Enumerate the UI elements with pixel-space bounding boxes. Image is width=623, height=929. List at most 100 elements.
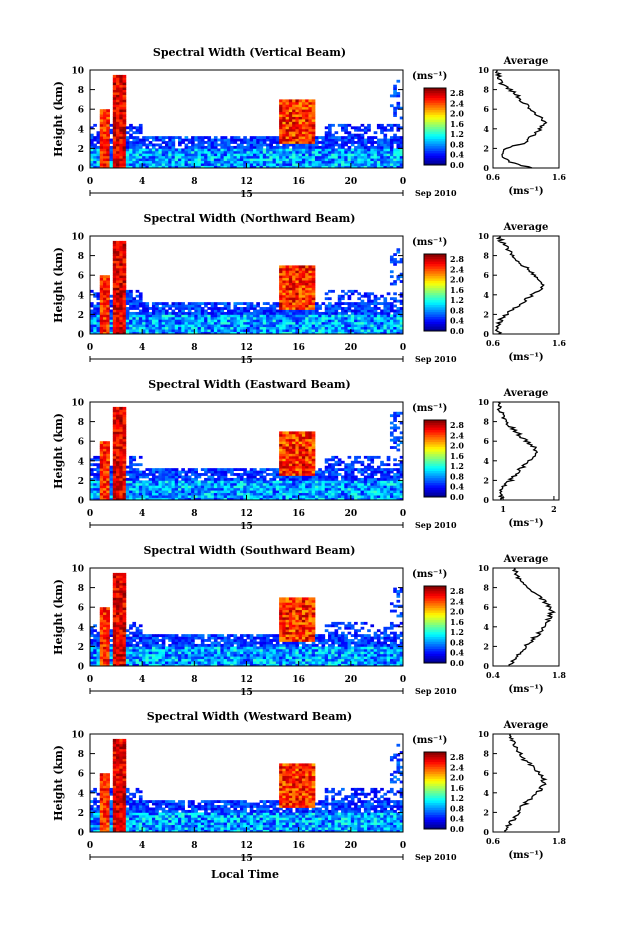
heatmap-cell [161,165,166,169]
heatmap-cell [207,143,212,147]
heatmap-cell [145,311,150,315]
heatmap-cell [236,314,241,318]
heatmap-cell [116,321,120,325]
heatmap-cell [295,277,300,281]
heatmap-cell [217,495,221,498]
heatmap-cell [301,294,306,298]
heatmap-cell [256,329,260,332]
heatmap-cell [148,480,153,484]
heatmap-cell [295,123,300,127]
heatmap-cell [367,128,371,132]
heatmap-cell [269,316,273,320]
heatmap-cell [363,153,368,157]
heatmap-cell [301,111,306,115]
heatmap-cell [396,490,401,494]
heatmap-cell [90,487,94,491]
heatmap-cell [272,314,277,318]
colorbar-segment [424,121,446,125]
heatmap-cell [370,470,375,474]
heatmap-cell [305,270,309,274]
heatmap-cell [171,158,176,162]
heatmap-cell [122,99,127,103]
heatmap-cell [373,302,378,305]
heatmap-cell [298,294,303,298]
heatmap-cell [112,470,117,474]
heatmap-cell [106,165,110,169]
heatmap-cell [393,477,397,481]
heatmap-cell [249,473,254,476]
heatmap-cell [341,136,345,139]
heatmap-cell [253,138,257,142]
heatmap-cell [122,480,127,484]
heatmap-cell [298,150,303,154]
heatmap-cell [308,497,313,501]
heatmap-cell [103,475,107,479]
heatmap-cell [197,136,202,139]
heatmap-cell [129,485,133,489]
heatmap-cell [367,309,371,313]
heatmap-cell [279,145,283,149]
heatmap-cell [279,311,283,315]
heatmap-cell [99,477,104,481]
heatmap-cell [223,304,228,308]
heatmap-cell [236,321,241,325]
heatmap-cell [301,455,306,459]
heatmap-cell [383,319,388,323]
heatmap-cell [116,470,120,474]
heatmap-cell [282,465,287,469]
heatmap-cell [363,143,368,147]
heatmap-cell [96,482,101,486]
heatmap-cell [138,485,143,489]
heatmap-cell [399,436,404,440]
heatmap-cell [122,307,127,310]
heatmap-cell [90,311,94,315]
heatmap-cell [161,329,166,332]
heatmap-cell [112,473,117,476]
heatmap-cell [396,299,401,303]
heatmap-cell [341,143,345,147]
heatmap-cell [174,136,179,139]
heatmap-cell [311,324,316,328]
heatmap-cell [341,487,345,491]
heatmap-cell [285,331,290,335]
heatmap-cell [161,160,166,164]
heatmap-cell [389,297,394,301]
heatmap-cell [161,309,166,313]
heatmap-cell [305,433,309,437]
heatmap-cell [112,416,117,420]
heatmap-cell [321,302,326,305]
heatmap-cell [155,477,159,481]
heatmap-cell [282,148,287,152]
heatmap-cell [308,321,313,325]
heatmap-cell [194,304,198,308]
heatmap-cell [112,326,117,330]
heatmap-cell [103,133,107,137]
heatmap-cell [249,490,254,494]
heatmap-cell [171,321,176,325]
heatmap-cell [226,150,231,154]
heatmap-cell [337,490,342,494]
heatmap-cell [122,297,127,301]
heatmap-cell [112,126,117,130]
heatmap-cell [360,329,365,332]
heatmap-cell [360,153,365,157]
heatmap-cell [116,326,120,330]
heatmap-cell [184,163,189,166]
heatmap-cell [122,424,127,427]
heatmap-cell [226,477,231,481]
heatmap-cell [93,473,97,476]
heatmap-cell [341,155,345,159]
heatmap-cell [311,165,316,169]
heatmap-cell [164,148,169,152]
heatmap-cell [246,145,251,149]
heatmap-cell [259,165,264,169]
heatmap-cell [344,477,348,481]
heatmap-cell [106,497,110,501]
heatmap-cell [305,145,309,149]
heatmap-cell [164,490,169,494]
heatmap-cell [389,480,394,484]
heatmap-cell [354,141,358,144]
heatmap-cell [288,316,293,320]
heatmap-cell [344,165,348,169]
heatmap-cell [285,111,290,115]
